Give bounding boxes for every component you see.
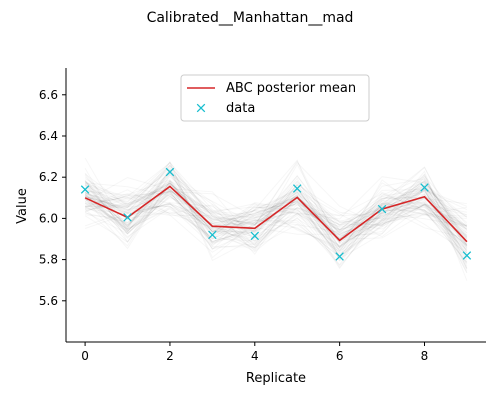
data-point-marker [377,204,387,214]
data-point-marker [462,251,472,260]
y-tick-label: 6.6 [39,88,58,102]
data-point-marker [292,184,302,193]
y-tick-label: 6.4 [39,129,58,143]
y-axis-label: Value [15,188,30,224]
y-tick-label: 6.0 [39,211,58,225]
x-tick-label: 6 [336,349,344,363]
posterior-mean-line [84,185,468,243]
data-point-marker [80,185,90,194]
y-tick-label: 5.6 [39,294,58,308]
legend-label: ABC posterior mean [226,81,356,96]
axes: 0 2 4 6 8 5.6 5.8 6.0 6.2 6.4 6.6 [39,68,486,363]
legend-marker-swatch [196,103,206,113]
posterior-sample-lines [85,158,467,281]
chart-title: Calibrated__Manhattan__mad [147,10,354,26]
y-tick-label: 6.2 [39,170,58,184]
x-tick-label: 2 [166,349,174,363]
legend-label: data [226,101,255,116]
legend-box [180,74,370,122]
data-point-marker [335,252,344,261]
data-point-marker [420,183,429,192]
series-layer [80,167,472,261]
x-axis-label: Replicate [246,371,306,386]
legend: ABC posterior mean data [180,74,370,122]
x-tick-label: 4 [251,349,259,363]
x-tick-label: 8 [421,349,429,363]
data-point-marker [208,230,217,240]
x-tick-label: 0 [81,349,89,363]
data-point-marker [165,167,175,177]
y-tick-label: 5.8 [39,253,58,267]
data-point-marker [250,231,260,241]
data-point-marker [123,213,132,222]
